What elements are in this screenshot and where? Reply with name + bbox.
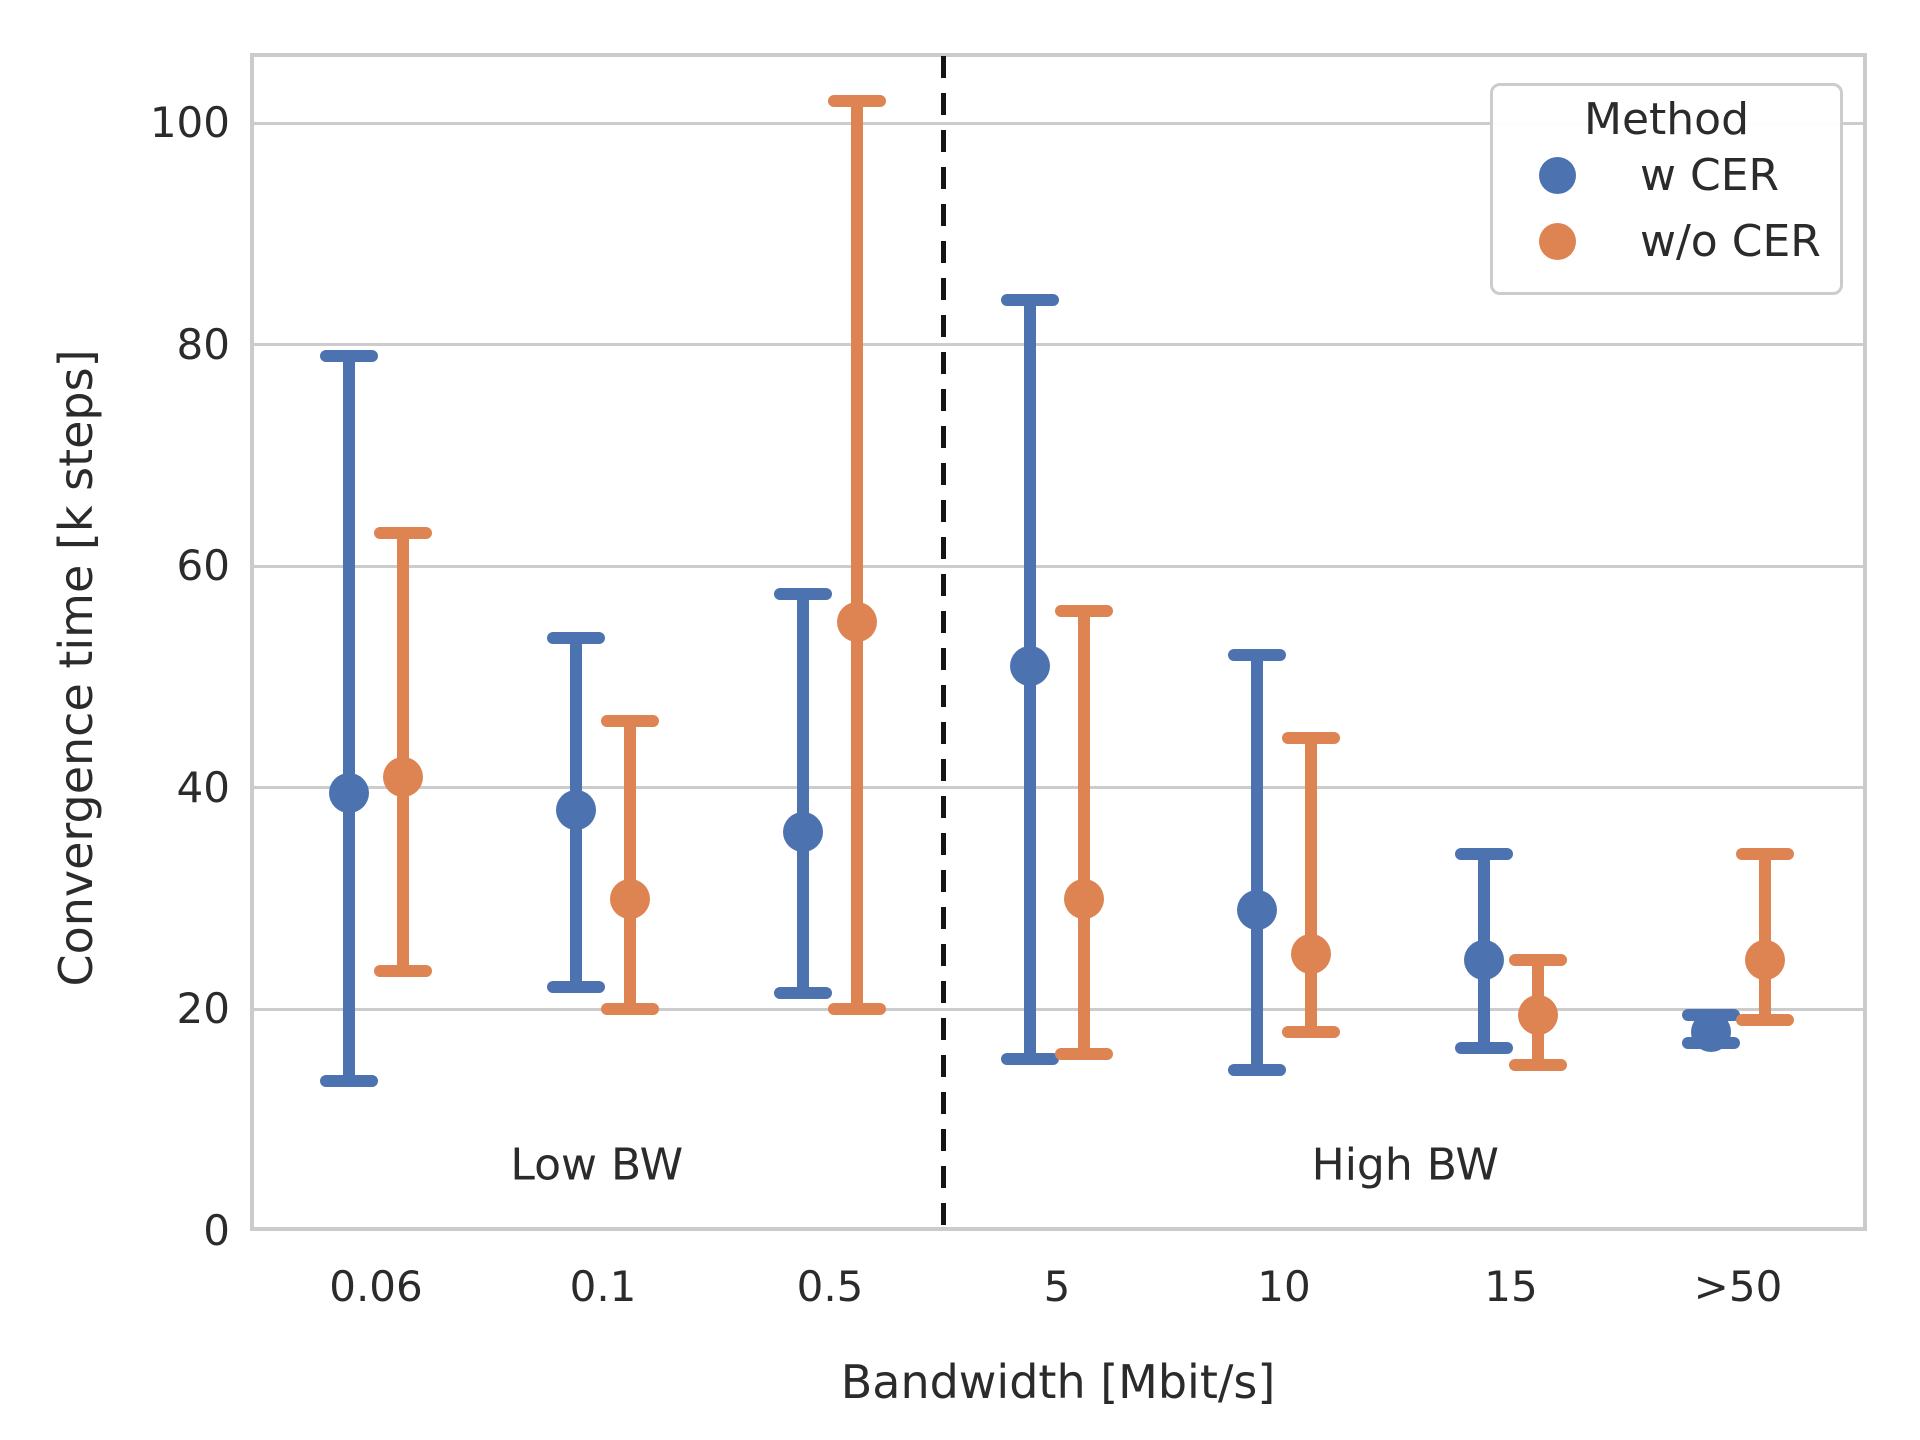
errorbar-capmax-w-cer-0.5 <box>774 587 832 600</box>
y-tick-80: 80 <box>176 319 230 369</box>
point-mean-w-cer-0.1 <box>556 789 596 830</box>
annotation-high-bw: High BW <box>1311 1139 1499 1191</box>
errorbar-capmax-wo-cer-0.5 <box>828 94 886 107</box>
gridline-y-40 <box>250 786 1867 790</box>
errorbar-line-w-cer-0.5 <box>797 593 809 993</box>
point-mean-wo-cer->50 <box>1745 939 1785 980</box>
errorbar-capmin-wo-cer-0.06 <box>374 964 432 977</box>
legend-label-w-cer: w CER <box>1640 149 1780 201</box>
errorbar-capmax-wo-cer-5 <box>1055 604 1113 617</box>
point-mean-w-cer-0.06 <box>329 773 369 814</box>
errorbar-line-wo-cer->50 <box>1759 854 1771 1021</box>
legend-swatch-wo-cer <box>1539 222 1576 260</box>
y-tick-20: 20 <box>176 984 230 1034</box>
errorbar-capmin-w-cer-0.5 <box>774 986 832 999</box>
errorbar-capmin-w-cer-15 <box>1455 1042 1513 1055</box>
point-mean-wo-cer-0.1 <box>610 878 650 919</box>
errorbar-capmax-w-cer-15 <box>1455 848 1513 861</box>
x-tick->50: >50 <box>1693 1262 1783 1311</box>
gridline-y-100 <box>250 121 1867 125</box>
legend-swatch-w-cer <box>1539 156 1576 194</box>
y-axis-label: Convergence time [k steps] <box>49 349 103 987</box>
errorbar-capmin-wo-cer-0.1 <box>601 1003 659 1016</box>
errorbar-capmin-wo-cer-5 <box>1055 1047 1113 1060</box>
point-mean-w-cer-15 <box>1464 939 1504 980</box>
x-tick-0.06: 0.06 <box>329 1262 423 1311</box>
errorbar-line-wo-cer-10 <box>1305 737 1317 1032</box>
x-tick-10: 10 <box>1257 1262 1311 1311</box>
errorbar-capmin-wo-cer-15 <box>1509 1058 1567 1071</box>
low-high-bw-divider-line <box>941 56 946 1228</box>
y-tick-40: 40 <box>176 762 230 812</box>
errorbar-line-wo-cer-0.5 <box>851 100 863 1010</box>
x-tick-0.5: 0.5 <box>796 1262 864 1311</box>
x-tick-15: 15 <box>1484 1262 1538 1311</box>
legend: Method w CER w/o CER <box>1490 83 1843 295</box>
x-axis-label: Bandwidth [Mbit/s] <box>840 1355 1276 1409</box>
legend-entries: w CER w/o CER <box>1493 142 1840 274</box>
errorbar-line-wo-cer-5 <box>1078 610 1090 1054</box>
errorbar-capmax-wo-cer->50 <box>1736 848 1794 861</box>
legend-entry-wo-cer: w/o CER <box>1493 208 1840 274</box>
y-tick-0: 0 <box>203 1206 230 1255</box>
errorbar-line-wo-cer-0.1 <box>624 721 636 1010</box>
errorbar-capmin-wo-cer-0.5 <box>828 1003 886 1016</box>
x-tick-0.1: 0.1 <box>569 1262 637 1311</box>
y-tick-60: 60 <box>176 541 230 591</box>
errorbar-capmin-wo-cer-10 <box>1282 1025 1340 1038</box>
point-mean-w-cer->50 <box>1691 1011 1731 1052</box>
errorbar-capmin-w-cer-0.1 <box>547 981 605 994</box>
errorbar-capmax-w-cer-0.06 <box>320 349 378 362</box>
point-mean-wo-cer-0.5 <box>837 601 877 642</box>
point-mean-wo-cer-10 <box>1291 934 1331 974</box>
point-mean-w-cer-5 <box>1010 645 1050 686</box>
point-mean-wo-cer-15 <box>1518 994 1558 1035</box>
errorbar-capmin-w-cer-10 <box>1228 1064 1286 1077</box>
errorbar-capmax-wo-cer-15 <box>1509 953 1567 966</box>
x-tick-5: 5 <box>1043 1262 1071 1311</box>
point-mean-wo-cer-0.06 <box>383 756 423 797</box>
errorbar-capmax-wo-cer-10 <box>1282 731 1340 744</box>
errorbar-line-w-cer-0.06 <box>343 355 355 1082</box>
gridline-y-20 <box>250 1007 1867 1011</box>
errorbar-capmax-w-cer-0.1 <box>547 632 605 645</box>
errorbar-capmax-wo-cer-0.06 <box>374 526 432 539</box>
legend-title: Method <box>1583 94 1750 145</box>
errorbar-capmax-w-cer-5 <box>1001 294 1059 307</box>
errorbar-line-wo-cer-0.06 <box>397 532 409 971</box>
legend-label-wo-cer: w/o CER <box>1640 215 1821 267</box>
point-mean-w-cer-0.5 <box>783 812 823 853</box>
errorbar-capmax-w-cer-10 <box>1228 648 1286 661</box>
errorbar-capmin-w-cer-5 <box>1001 1053 1059 1066</box>
errorbar-capmin-w-cer-0.06 <box>320 1075 378 1088</box>
point-mean-wo-cer-5 <box>1064 878 1104 919</box>
y-tick-100: 100 <box>149 98 230 147</box>
gridline-y-80 <box>250 343 1867 347</box>
gridline-y-60 <box>250 564 1867 568</box>
errorbar-line-w-cer-10 <box>1251 654 1263 1071</box>
legend-entry-w-cer: w CER <box>1493 142 1840 208</box>
point-mean-w-cer-10 <box>1237 889 1277 930</box>
errorbar-capmax-wo-cer-0.1 <box>601 715 659 728</box>
errorbar-capmin-wo-cer->50 <box>1736 1014 1794 1027</box>
annotation-low-bw: Low BW <box>510 1139 684 1191</box>
